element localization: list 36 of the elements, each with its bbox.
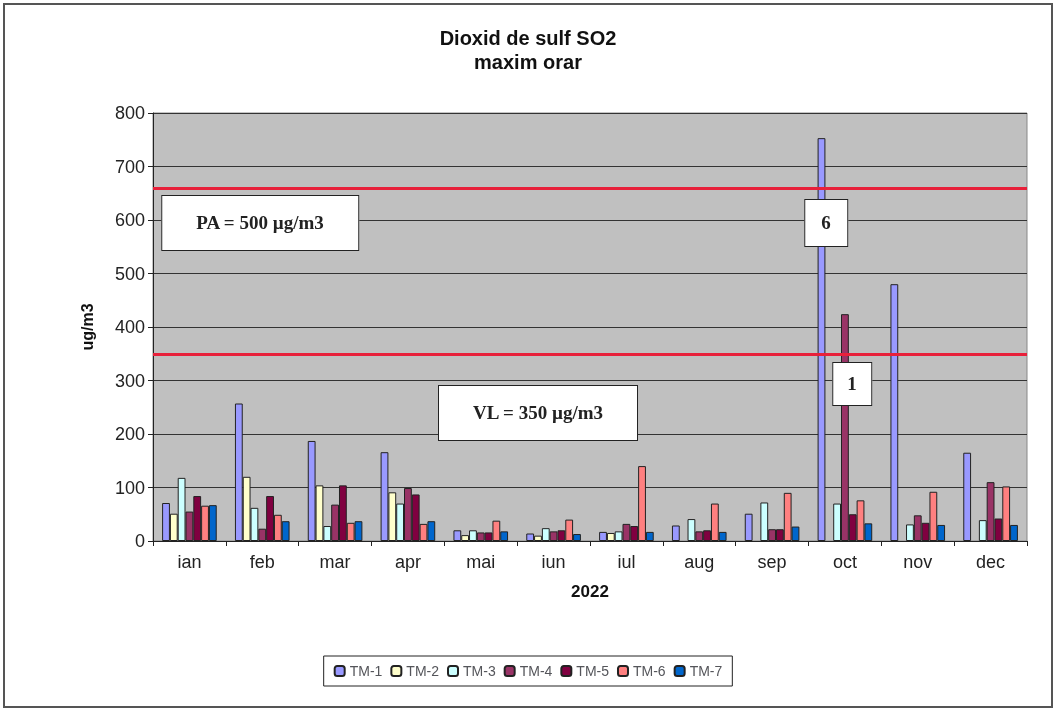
legend-label: TM-3: [463, 663, 496, 679]
x-axis-title: 2022: [571, 582, 609, 601]
y-tick-label: 700: [114, 156, 145, 177]
y-axis-title: ug/m3: [78, 303, 96, 351]
label-box: 6: [804, 199, 848, 247]
x-tick-label: apr: [394, 552, 421, 572]
y-tick-label: 0: [134, 531, 145, 551]
x-tick-label: aug: [684, 552, 715, 572]
label-box: 1: [832, 362, 872, 406]
x-tick-label: feb: [249, 552, 275, 572]
legend-label: TM-1: [349, 663, 383, 679]
x-tick-label: iul: [617, 552, 636, 572]
y-tick-label: 500: [114, 263, 145, 284]
legend-label: TM-5: [576, 663, 610, 679]
y-tick-label: 600: [114, 210, 145, 230]
x-tick-label: sep: [757, 552, 787, 572]
legend-label: TM-6: [632, 663, 666, 679]
chart-subtitle: maxim orar: [474, 51, 583, 73]
label-box: PA = 500 µg/m3: [161, 195, 359, 251]
x-tick-label: oct: [832, 552, 857, 572]
y-tick-label: 200: [114, 424, 145, 444]
x-tick-label: dec: [976, 552, 1006, 572]
legend-label: TM-2: [406, 663, 440, 679]
legend-label: TM-7: [689, 663, 723, 679]
x-tick-label: ian: [177, 552, 202, 572]
chart-title: Dioxid de sulf SO2: [439, 27, 617, 49]
x-tick-label: iun: [541, 552, 566, 572]
legend-label: TM-4: [519, 663, 553, 679]
x-tick-label: nov: [903, 552, 933, 572]
x-tick-label: mar: [319, 552, 351, 572]
x-tick-label: mai: [466, 552, 496, 572]
y-tick-label: 400: [114, 317, 145, 337]
y-tick-label: 300: [114, 370, 145, 391]
label-box: VL = 350 µg/m3: [438, 385, 638, 441]
y-tick-label: 100: [114, 477, 145, 498]
y-tick-label: 800: [114, 103, 145, 123]
